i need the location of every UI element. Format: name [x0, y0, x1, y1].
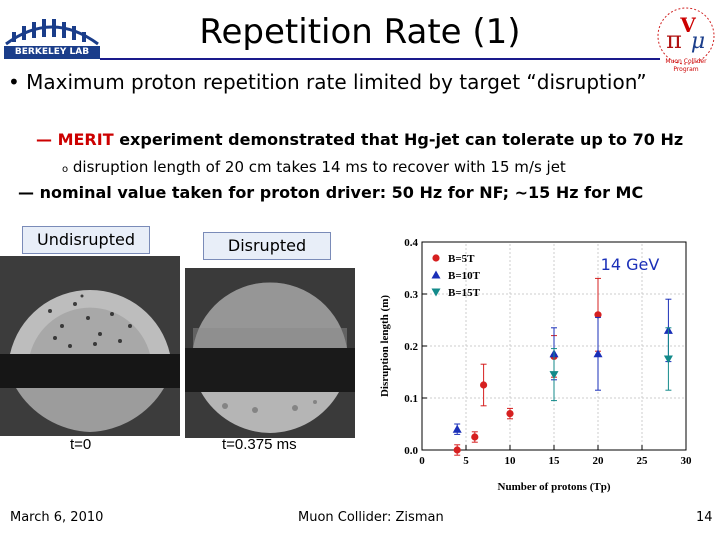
- legend-marker: [432, 254, 440, 262]
- t0-label: t=0: [70, 436, 92, 453]
- y-tick-label: 0.1: [404, 393, 418, 405]
- muon-collider-logo: V π μ Muon Collider Program: [654, 2, 718, 73]
- data-point: [594, 311, 602, 319]
- main-bullet: • Maximum proton repetition rate limited…: [8, 70, 648, 94]
- disrupted-jet-image: [185, 268, 355, 438]
- legend-label: B=15T: [448, 287, 481, 299]
- x-axis-label: Number of protons (Tp): [498, 481, 611, 493]
- y-tick-label: 0.3: [404, 289, 418, 301]
- nominal-text: nominal value taken for proton driver: 5…: [39, 183, 644, 202]
- data-point: [452, 424, 462, 433]
- svg-text:V: V: [679, 13, 696, 37]
- y-tick-label: 0.2: [404, 341, 418, 353]
- footer-date: March 6, 2010: [10, 510, 104, 525]
- disruption-text: disruption length of 20 cm takes 14 ms t…: [72, 158, 566, 176]
- disruption-chart-svg: 0.0 0.1 0.2 0.3 0.4 0 5 10 15 20 25 30 B=5T B=10T B=1…: [379, 237, 693, 493]
- svg-text:μ: μ: [691, 29, 705, 54]
- data-point: [549, 371, 559, 380]
- x-tick-label: 0: [419, 455, 425, 467]
- footer-event: Muon Collider: Zisman: [298, 510, 444, 525]
- data-point: [506, 410, 514, 418]
- disrupted-label: Disrupted: [203, 232, 331, 260]
- x-tick-label: 10: [505, 455, 517, 467]
- x-tick-label: 20: [593, 455, 605, 467]
- bullet-marker: •: [8, 70, 20, 94]
- dash-marker: —: [36, 130, 52, 149]
- data-point: [453, 446, 461, 454]
- x-tick-label: 5: [463, 455, 469, 467]
- berkeley-lab-text: BERKELEY LAB: [14, 47, 90, 57]
- muon-logo-ring-text: Muon Collider Program: [665, 58, 707, 73]
- data-point: [480, 381, 488, 389]
- data-point: [593, 349, 603, 358]
- x-tick-label: 15: [549, 455, 561, 467]
- energy-annotation: 14 GeV: [601, 255, 660, 274]
- disruption-chart: 0.0 0.1 0.2 0.3 0.4 0 5 10 15 20 25 30 B=5T B=10T B=1…: [372, 236, 702, 498]
- undisrupted-label: Undisrupted: [22, 226, 150, 254]
- nominal-line: — nominal value taken for proton driver:…: [18, 183, 643, 202]
- footer-page: 14: [696, 510, 713, 525]
- t1-label: t=0.375 ms: [222, 436, 297, 453]
- berkeley-lab-logo: BERKELEY LAB: [2, 2, 102, 62]
- undisrupted-photo: [0, 256, 180, 436]
- legend-marker: [431, 288, 441, 297]
- legend-label: B=10T: [448, 270, 481, 282]
- bullet-text: Maximum proton repetition rate limited b…: [26, 70, 647, 94]
- title-divider: [100, 58, 660, 60]
- svg-text:π: π: [666, 26, 682, 54]
- x-tick-label: 30: [681, 455, 693, 467]
- muon-collider-emblem-icon: V π μ: [657, 7, 715, 65]
- merit-keyword: MERIT: [57, 130, 114, 149]
- data-point: [471, 433, 479, 441]
- circle-marker: o: [62, 164, 69, 175]
- data-point: [663, 355, 673, 364]
- disruption-line: o disruption length of 20 cm takes 14 ms…: [62, 158, 566, 176]
- berkeley-lab-emblem-icon: [4, 19, 100, 59]
- merit-line: — MERIT experiment demonstrated that Hg-…: [36, 130, 683, 149]
- y-tick-label: 0.0: [404, 445, 418, 457]
- legend-label: B=5T: [448, 253, 475, 265]
- legend-marker: [431, 270, 441, 279]
- x-tick-label: 25: [637, 455, 649, 467]
- dash-marker: —: [18, 183, 34, 202]
- y-tick-label: 0.4: [404, 237, 418, 249]
- undisrupted-jet-image: [0, 256, 180, 436]
- disrupted-photo: [185, 268, 355, 438]
- merit-text: experiment demonstrated that Hg-jet can …: [113, 130, 684, 149]
- slide-title: Repetition Rate (1): [199, 12, 521, 52]
- y-axis-label: Disruption length (m): [379, 295, 391, 397]
